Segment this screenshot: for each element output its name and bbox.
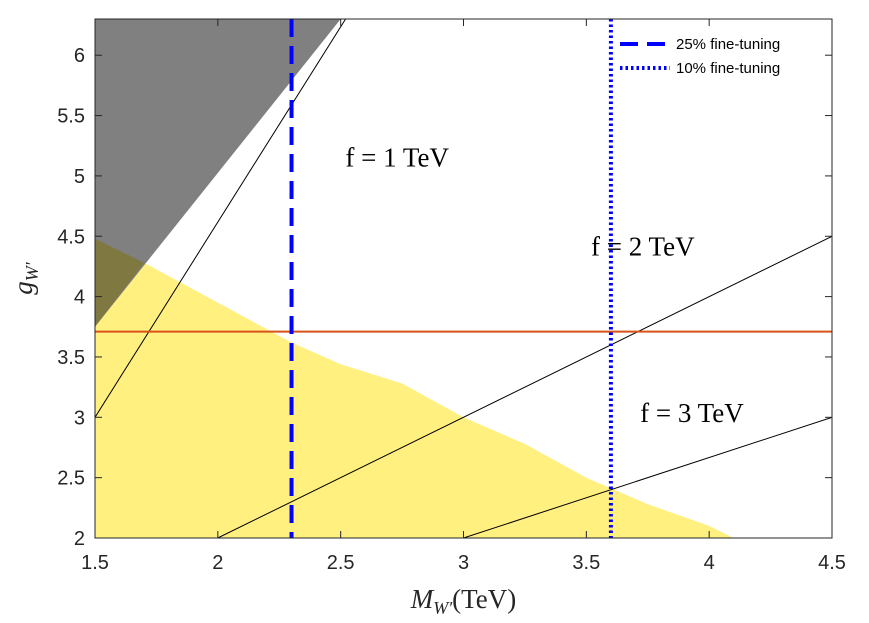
y-tick-label: 2.5 (57, 468, 85, 490)
x-tick-label: 3.5 (572, 552, 600, 574)
x-tick-label: 2 (212, 552, 223, 574)
y-tick-label: 6 (74, 45, 85, 67)
y-tick-label: 4.5 (57, 226, 85, 248)
x-axis-label-suffix: (TeV) (452, 584, 516, 614)
y-tick-label: 5.5 (57, 106, 85, 128)
y-tick-label: 2 (74, 528, 85, 550)
y-tick-label: 3.5 (57, 347, 85, 369)
gray-region (95, 19, 341, 327)
y-tick-label: 5 (74, 166, 85, 188)
x-tick-label: 1.5 (81, 552, 109, 574)
y-axis-label-group: gW′ (8, 261, 42, 294)
f-line-4 (463, 416, 832, 538)
y-axis-label-sub: W′ (22, 261, 42, 281)
legend: 25% fine-tuning 10% fine-tuning (620, 36, 780, 77)
x-tick-label: 3 (458, 552, 469, 574)
x-tick-label: 2.5 (327, 552, 355, 574)
curve-label-1: f = 1 TeV (345, 142, 449, 172)
axes: 1.5 2 2.5 3 3.5 4 4.522.533.544.555.56MW′(TeV)… (8, 18, 846, 618)
legend-label-2: 10% fine-tuning (676, 60, 780, 77)
x-tick-label: 4.5 (818, 552, 846, 574)
x-axis-label-main: M (410, 584, 435, 614)
f-line-1 (95, 19, 347, 418)
f-line-3 (217, 235, 832, 538)
shaded-regions (95, 19, 734, 538)
y-tick-label: 4 (74, 287, 85, 309)
data-lines (95, 19, 832, 538)
yellow-region (95, 238, 734, 538)
x-axis-label: MW′(TeV) (410, 584, 517, 618)
curve-label-3: f = 3 TeV (640, 398, 744, 428)
x-axis-label-sub: W′ (433, 598, 453, 618)
curve-label-2: f = 2 TeV (591, 232, 695, 262)
x-tick-label: 4 (704, 552, 715, 574)
y-axis-label: gW′ (8, 261, 42, 294)
overlap-region (95, 238, 145, 327)
curve-labels: f = 1 TeV f = 2 TeV f = 3 TeV (345, 142, 744, 428)
legend-label-1: 25% fine-tuning (676, 36, 780, 53)
y-tick-label: 3 (74, 407, 85, 429)
y-axis-label-main: g (8, 281, 38, 295)
